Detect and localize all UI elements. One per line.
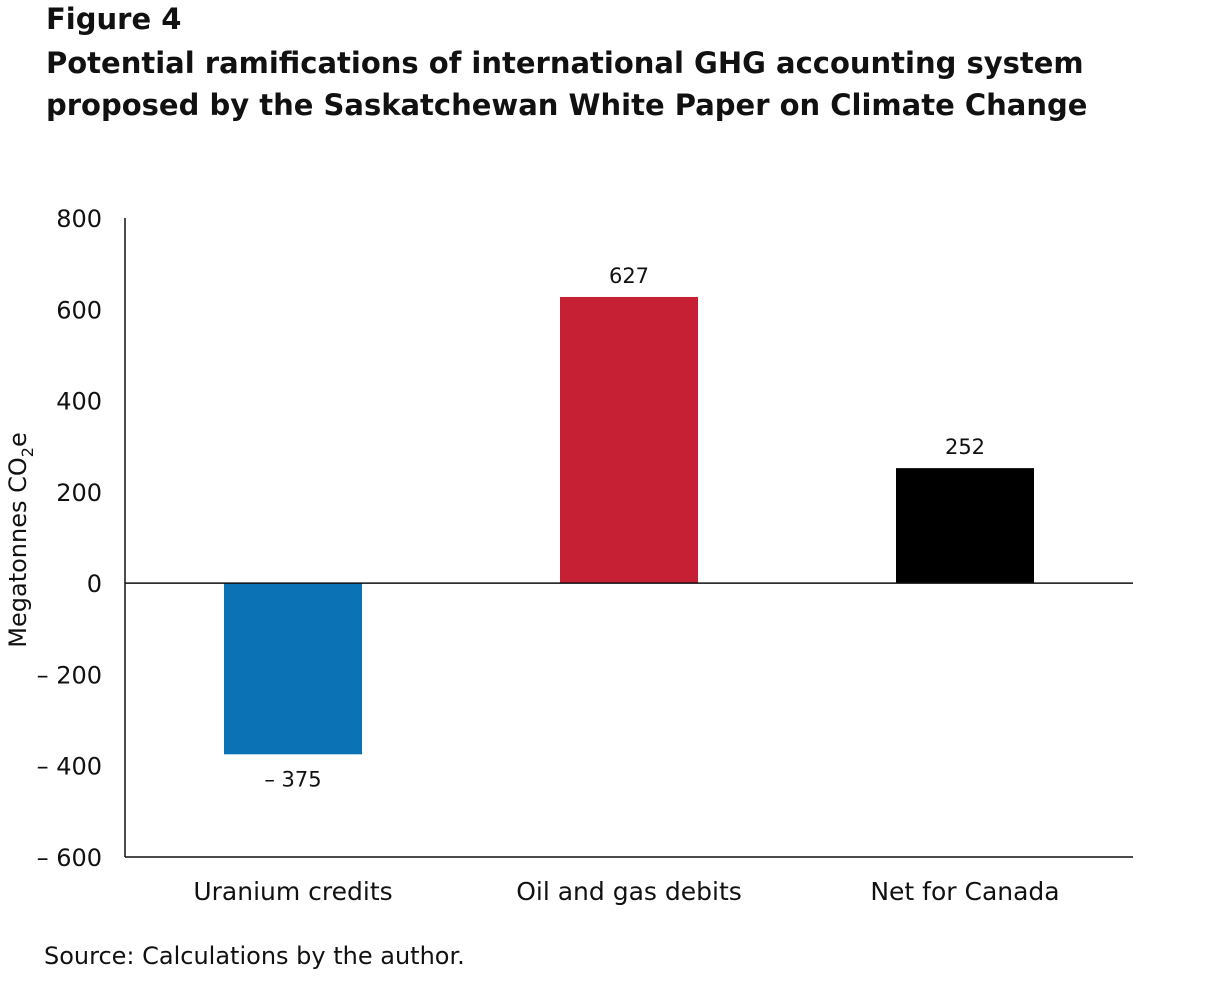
- x-category-label: Uranium credits: [193, 877, 392, 906]
- bar: [224, 583, 362, 755]
- y-axis-label: Megatonnes CO2e: [4, 432, 37, 647]
- source-note: Source: Calculations by the author.: [44, 942, 465, 970]
- chart-title-line-1: Potential ramifications of international…: [46, 46, 1084, 80]
- y-axis-label-subscript: 2: [18, 447, 37, 457]
- chart-title: Potential ramifications of international…: [46, 42, 1186, 126]
- bar: [896, 468, 1034, 584]
- y-tick-label: 600: [56, 296, 102, 324]
- x-category-label: Net for Canada: [870, 877, 1059, 906]
- y-tick-label: 400: [56, 388, 102, 416]
- y-tick-label: 0: [87, 570, 102, 598]
- figure-label: Figure 4: [46, 2, 182, 36]
- y-axis-label-main: Megatonnes CO: [4, 457, 32, 647]
- y-axis-label-tail: e: [4, 432, 32, 447]
- y-tick-label: – 200: [37, 661, 102, 689]
- y-tick-label: – 400: [37, 753, 102, 781]
- chart-title-line-2: proposed by the Saskatchewan White Paper…: [46, 88, 1088, 122]
- x-category-label: Oil and gas debits: [516, 877, 742, 906]
- data-label: 252: [945, 435, 985, 459]
- y-tick-label: 800: [56, 205, 102, 233]
- svg-text:Megatonnes CO2e: Megatonnes CO2e: [4, 432, 37, 647]
- data-label: – 375: [264, 767, 321, 791]
- y-tick-label: 200: [56, 479, 102, 507]
- bar: [560, 296, 698, 584]
- y-tick-label: – 600: [37, 844, 102, 872]
- data-label: 627: [609, 264, 649, 288]
